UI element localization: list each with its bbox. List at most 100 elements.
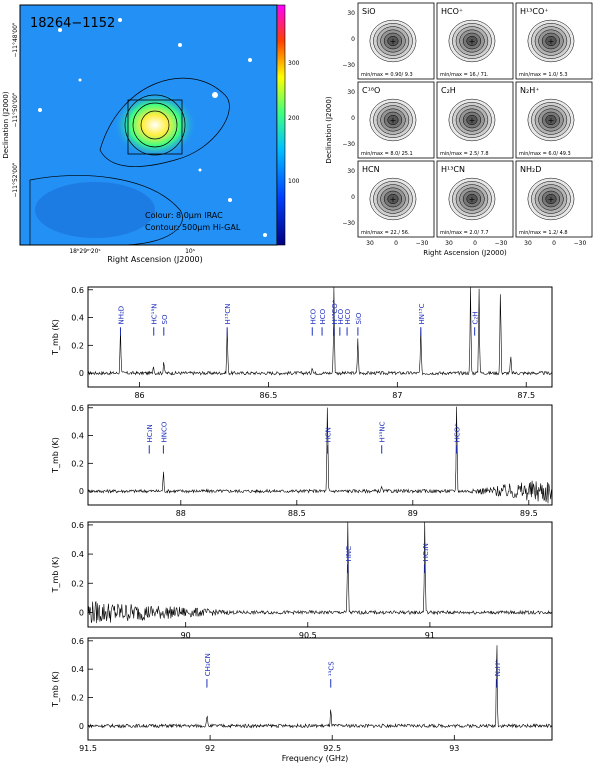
y-tick-label: 0.2 [71,579,84,588]
map-xtick: 30 [524,240,532,247]
map-panel-minmax: min/max = 1.2/ 4.8 [519,230,568,236]
y-tick-label: 0.2 [71,694,84,703]
line-label: H¹³CO⁺ [331,299,339,324]
map-panel: + H¹³CN min/max = 2.0/ 7.7 30 0 −30 [436,160,514,247]
line-label: HC¹⁵N [151,304,159,325]
colorbar-tick: 100 [288,178,300,185]
map-ytick: −30 [342,220,355,227]
line-label: HCO [344,308,352,324]
map-contour [387,36,399,46]
map-panel: + SiO min/max = 0.90/ 9.3 30 0 −30 [342,2,435,80]
map-panel-minmax: min/max = 2.5/ 7.8 [440,151,489,157]
ir-map-xlabel: Right Ascension (J2000) [107,255,203,264]
y-tick-label: 0 [79,608,84,617]
line-label: H¹⁵NC [379,421,387,442]
ir-map-ytick: −11°48'00" [12,22,19,58]
map-ytick: −30 [342,62,355,69]
y-tick-label: 0.6 [71,521,84,530]
colorbar-tick: 300 [288,60,300,67]
map-ytick: 30 [347,89,355,96]
colorbar-tick: 200 [288,115,300,122]
map-peak-marker: + [390,37,397,46]
x-tick-label: 91 [425,631,435,640]
x-tick-label: 92 [205,744,215,753]
y-tick-label: 0 [79,722,84,731]
x-tick-label: 89 [408,509,418,518]
map-contour [466,194,478,204]
line-label: N₂H⁺ [494,659,502,676]
y-tick-label: 0.2 [71,341,84,350]
y-axis-label: T_mb (K) [51,557,60,594]
map-peak-marker: + [469,195,476,204]
line-label: HCO⁺ [454,423,462,443]
line-label: SiO [355,312,363,324]
ir-map-zoom-box [127,99,183,155]
map-panel-minmax: min/max = 8.0/ 25.1 [361,151,413,157]
map-panel-minmax: min/max = 0.90/ 9.3 [361,72,413,78]
map-panel-title: H¹³CO⁺ [520,7,549,16]
map-contour [466,36,478,46]
map-panel-minmax: min/max = 2.0/ 7.7 [440,230,489,236]
line-label: H¹³CN [224,304,232,325]
spectrum-frame [87,286,553,388]
map-ytick: 0 [351,115,355,122]
map-peak-marker: + [390,116,397,125]
map-contour [545,115,557,125]
map-contour [545,36,557,46]
ir-map-ytick: −11°50'00" [12,92,19,128]
map-xtick: 0 [552,240,556,247]
spectrum-panel: 0 0.2 0.4 0.6 90 90.5 91 T_mb (K) HNC HC₃N [51,521,553,640]
maps-ylabel: Declination (J2000) [325,96,333,163]
line-label: HNC [345,546,353,562]
x-tick-label: 89.5 [520,509,538,518]
map-panel-title: H¹³CN [441,165,465,174]
map-ytick: −30 [342,141,355,148]
map-contour [545,194,557,204]
map-xtick: 0 [473,240,477,247]
spectrum-line [87,287,553,376]
x-tick-label: 91.5 [79,744,97,753]
x-tick-label: 92.5 [323,744,341,753]
map-peak-marker: + [469,116,476,125]
y-axis-label: T_mb (K) [51,671,60,708]
map-xtick: −30 [416,240,429,247]
map-panel-minmax: min/max = 16./ 71. [440,72,489,78]
map-xtick: −30 [495,240,508,247]
spectrum-line [87,521,553,624]
ir-map-title: 18264−1152 [30,16,115,31]
map-panel: + H¹³CO⁺ min/max = 1.0/ 5.3 [515,2,593,80]
map-contour [387,115,399,125]
line-label: HC₃N [422,543,430,561]
y-tick-label: 0.6 [71,637,84,646]
line-label: HCO [309,308,317,324]
maps-xlabel: Right Ascension (J2000) [423,249,507,257]
map-ytick: 30 [347,10,355,17]
ir-map-note-colour: Colour: 8.0μm IRAC [145,211,223,220]
spectrum-xlabel: Frequency (GHz) [282,754,349,763]
map-panel-title: C¹⁸O [362,86,380,95]
line-label: HCN [324,427,332,442]
line-label: HCO [337,308,345,324]
map-panel-title: NH₂D [520,165,541,174]
line-label: HNCO [160,421,168,442]
map-panel: + C₂H min/max = 2.5/ 7.8 [436,81,514,159]
y-tick-label: 0 [79,487,84,496]
map-xtick: 30 [445,240,453,247]
map-contour [466,115,478,125]
line-label: SO [161,314,169,324]
spectrum-panel: 00.20.40.686 86.5 87 87.5T_mb (K)NH₂D HC¹⁵N S… [51,286,553,400]
y-tick-label: 0.4 [71,665,84,674]
line-label: CH₃CN [204,653,212,676]
x-tick-label: 88 [176,509,186,518]
map-panel: + C¹⁸O min/max = 8.0/ 25.1 30 0 −30 [342,81,435,159]
line-label: HCO [319,308,327,324]
x-tick-label: 90 [181,631,191,640]
y-axis-label: T_mb (K) [51,319,60,356]
spectrum-frame [87,637,553,741]
spectrum-line [87,406,553,504]
ir-map-ylabel: Declination (J2000) [2,91,10,158]
y-axis-label: T_mb (K) [51,437,60,474]
map-ytick: 0 [351,194,355,201]
map-peak-marker: + [390,195,397,204]
